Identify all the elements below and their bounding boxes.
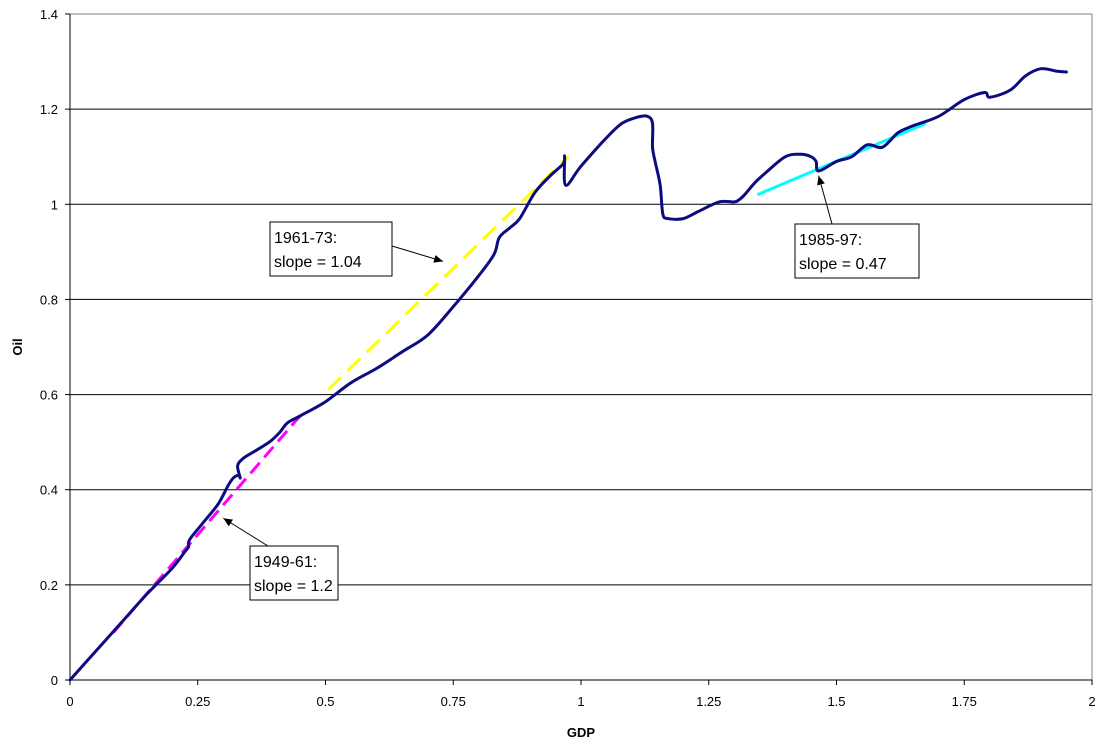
x-tick-label: 0 xyxy=(66,694,73,709)
x-tick-label: 0.75 xyxy=(441,694,466,709)
annotation-line2: slope = 1.2 xyxy=(254,578,333,595)
annotation-line1: 1985-97: xyxy=(799,232,862,249)
x-tick-label: 1.25 xyxy=(696,694,721,709)
annotation-1961-73: 1961-73: slope = 1.04 xyxy=(269,221,444,277)
y-axis-title: Oil xyxy=(10,338,25,355)
annotation-line1: 1961-73: xyxy=(274,230,337,247)
x-axis-title: GDP xyxy=(567,725,596,740)
plot-area xyxy=(69,13,1093,681)
annotation-arrow xyxy=(391,245,444,263)
y-tick-label: 0 xyxy=(51,673,58,688)
annotation-box xyxy=(249,545,339,601)
x-tick-label: 1.5 xyxy=(827,694,845,709)
y-tick-label: 0.6 xyxy=(40,388,58,403)
x-tick-label: 2 xyxy=(1088,694,1095,709)
y-tick-label: 1 xyxy=(51,197,58,212)
y-tick-label: 0.8 xyxy=(40,292,58,307)
annotations: 1949-61: slope = 1.2 1961-73: slope = 1.… xyxy=(223,175,920,601)
annotation-line2: slope = 1.04 xyxy=(274,254,362,271)
annotation-line1: 1949-61: xyxy=(254,554,317,571)
y-tick-label: 0.4 xyxy=(40,483,58,498)
y-tick-label: 1.4 xyxy=(40,7,58,22)
fit-line xyxy=(327,155,570,391)
annotation-line2: slope = 0.47 xyxy=(799,256,887,273)
y-axis-ticks: 0 0.2 0.4 0.6 0.8 1 1.2 1.4 xyxy=(40,7,70,688)
annotation-arrow xyxy=(817,175,833,225)
annotation-1949-61: 1949-61: slope = 1.2 xyxy=(223,517,339,601)
x-tick-label: 0.5 xyxy=(316,694,334,709)
annotation-box xyxy=(269,221,393,277)
x-tick-label: 1.75 xyxy=(952,694,977,709)
annotation-box xyxy=(794,223,920,279)
fit-lines xyxy=(112,122,927,634)
annotation-1985-97: 1985-97: slope = 0.47 xyxy=(794,175,920,279)
grid-lines xyxy=(70,108,1092,586)
x-axis-ticks: 0 0.25 0.5 0.75 1 1.25 1.5 1.75 2 xyxy=(66,14,1096,709)
x-tick-label: 1 xyxy=(577,694,584,709)
series-line xyxy=(68,67,1068,682)
x-tick-label: 0.25 xyxy=(185,694,210,709)
y-tick-label: 0.2 xyxy=(40,578,58,593)
y-tick-label: 1.2 xyxy=(40,102,58,117)
